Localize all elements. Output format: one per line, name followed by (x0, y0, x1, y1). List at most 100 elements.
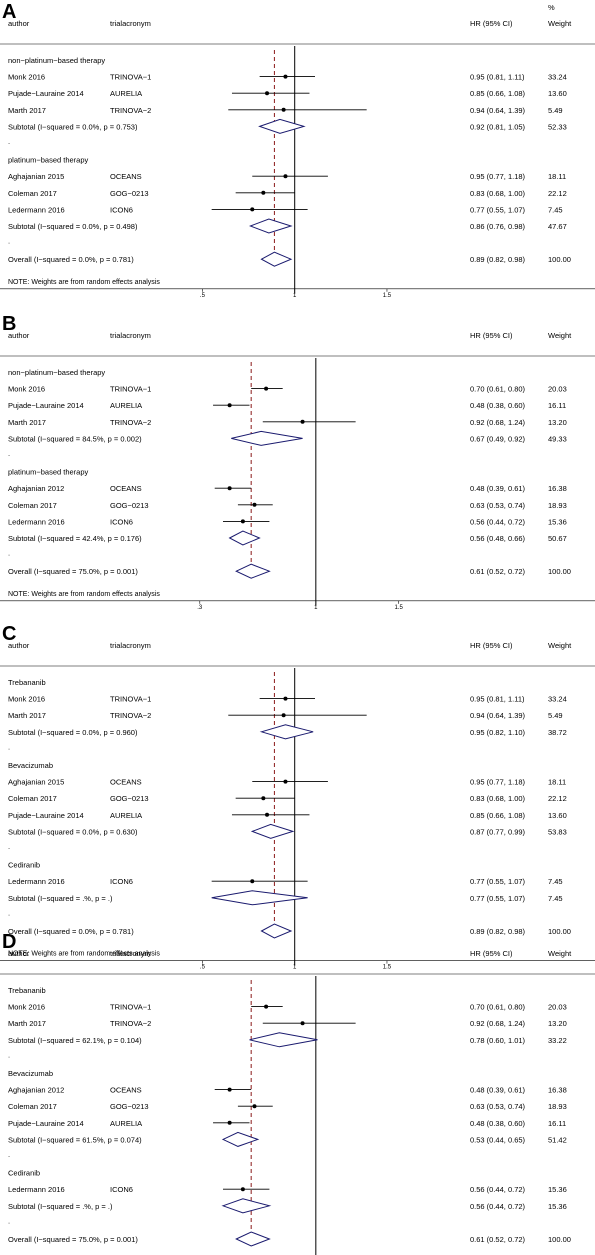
weight-header: Weight (548, 19, 572, 28)
panel-label: C (2, 623, 16, 645)
study-trial: GOG−0213 (110, 794, 149, 803)
study-trial: OCEANS (110, 172, 142, 181)
study-trial: ICON6 (110, 517, 133, 526)
study-trial: TRINOVA−1 (110, 1003, 151, 1012)
study-weight: 16.38 (548, 1086, 567, 1095)
point-estimate (264, 386, 269, 391)
weights-note: NOTE: Weights are from random effects an… (8, 279, 160, 286)
x-tick-label: .5 (200, 965, 206, 971)
subgroup-label: Bevacizumab (8, 1069, 53, 1078)
point-estimate (252, 502, 257, 507)
subgroup-label: non−platinum−based therapy (8, 56, 105, 65)
study-weight: 18.11 (548, 172, 566, 181)
weights-note: NOTE: Weights are from random effects an… (8, 951, 160, 958)
subtotal-hr-ci: 0.67 (0.49, 0.92) (470, 434, 526, 443)
point-estimate (264, 1004, 269, 1009)
subtotal-weight: 50.67 (548, 534, 567, 543)
point-estimate (300, 1021, 305, 1026)
x-tick-label: 1 (293, 965, 297, 971)
panel-label: A (2, 1, 16, 23)
study-author: Marth 2017 (8, 106, 46, 115)
overall-hr-ci: 0.61 (0.52, 0.72) (470, 567, 526, 576)
study-weight: 13.20 (548, 1019, 567, 1028)
subtotal-hr-ci: 0.56 (0.48, 0.66) (470, 534, 526, 543)
subtotal-weight: 53.83 (548, 827, 567, 836)
overall-label: Overall (I−squared = 0.0%, p = 0.781) (8, 927, 134, 936)
x-tick-label: .3 (197, 605, 203, 611)
trial-header: trialacronym (110, 331, 151, 340)
x-tick-label: 1.5 (383, 293, 392, 299)
study-trial: OCEANS (110, 1086, 142, 1095)
subtotal-label: Subtotal (I−squared = .%, p = .) (8, 894, 113, 903)
study-hr-ci: 0.95 (0.77, 1.18) (470, 778, 526, 787)
study-weight: 13.60 (548, 89, 567, 98)
subtotal-diamond (211, 890, 308, 906)
study-hr-ci: 0.92 (0.68, 1.24) (470, 1019, 526, 1028)
point-estimate (261, 796, 266, 801)
hr-ci-header: HR (95% CI) (470, 331, 513, 340)
overall-hr-ci: 0.61 (0.52, 0.72) (470, 1235, 526, 1244)
overall-diamond (235, 563, 271, 579)
point-estimate (300, 419, 305, 424)
study-hr-ci: 0.95 (0.81, 1.11) (470, 73, 525, 82)
point-estimate (283, 174, 288, 179)
weight-header: Weight (548, 641, 572, 650)
study-weight: 16.11 (548, 1119, 566, 1128)
subtotal-hr-ci: 0.56 (0.44, 0.72) (470, 1202, 526, 1211)
study-weight: 5.49 (548, 711, 563, 720)
point-estimate (283, 74, 288, 79)
study-weight: 22.12 (548, 189, 567, 198)
study-weight: 7.45 (548, 205, 563, 214)
trial-header: trialacronym (110, 641, 151, 650)
subtotal-diamond (259, 724, 314, 740)
study-author: Aghajanian 2015 (8, 172, 64, 181)
study-trial: ICON6 (110, 1185, 133, 1194)
study-trial: OCEANS (110, 778, 142, 787)
study-trial: TRINOVA−1 (110, 385, 151, 394)
subtotal-weight: 49.33 (548, 434, 567, 443)
study-hr-ci: 0.48 (0.38, 0.60) (470, 1119, 526, 1128)
study-trial: TRINOVA−1 (110, 695, 151, 704)
weights-note: NOTE: Weights are from random effects an… (8, 591, 160, 598)
subtotal-hr-ci: 0.95 (0.82, 1.10) (470, 728, 526, 737)
spacer-dot: . (8, 137, 10, 146)
study-author: Ledermann 2016 (8, 877, 65, 886)
subtotal-label: Subtotal (I−squared = 0.0%, p = 0.498) (8, 222, 138, 231)
study-weight: 20.03 (548, 385, 567, 394)
study-weight: 15.36 (548, 517, 567, 526)
study-weight: 13.20 (548, 418, 567, 427)
subtotal-weight: 7.45 (548, 894, 563, 903)
subtotal-label: Subtotal (I−squared = 42.4%, p = 0.176) (8, 534, 142, 543)
subtotal-label: Subtotal (I−squared = 62.1%, p = 0.104) (8, 1036, 142, 1045)
overall-label: Overall (I−squared = 0.0%, p = 0.781) (8, 255, 134, 264)
trial-header: trialacronym (110, 19, 151, 28)
hr-ci-header: HR (95% CI) (470, 641, 513, 650)
subtotal-hr-ci: 0.86 (0.76, 0.98) (470, 222, 526, 231)
study-trial: TRINOVA−2 (110, 1019, 151, 1028)
study-weight: 13.60 (548, 811, 567, 820)
subtotal-diamond (228, 530, 261, 546)
study-weight: 18.11 (548, 778, 566, 787)
study-trial: TRINOVA−1 (110, 73, 151, 82)
study-hr-ci: 0.63 (0.53, 0.74) (470, 1102, 526, 1111)
study-weight: 20.03 (548, 1003, 567, 1012)
overall-weight: 100.00 (548, 567, 571, 576)
overall-label: Overall (I−squared = 75.0%, p = 0.001) (8, 1235, 138, 1244)
point-estimate (250, 207, 255, 212)
study-author: Pujade−Lauraine 2014 (8, 89, 84, 98)
spacer-dot: . (8, 742, 10, 751)
weight-header: Weight (548, 331, 572, 340)
study-author: Monk 2016 (8, 73, 45, 82)
subtotal-weight: 52.33 (548, 122, 567, 131)
study-hr-ci: 0.92 (0.68, 1.24) (470, 418, 526, 427)
overall-diamond (260, 251, 293, 267)
point-estimate (283, 696, 288, 701)
study-author: Marth 2017 (8, 711, 46, 720)
study-trial: TRINOVA−2 (110, 418, 151, 427)
panel-label: B (2, 313, 16, 335)
subtotal-label: Subtotal (I−squared = 84.5%, p = 0.002) (8, 434, 142, 443)
study-hr-ci: 0.77 (0.55, 1.07) (470, 877, 526, 886)
study-trial: OCEANS (110, 484, 142, 493)
point-estimate (227, 403, 232, 408)
